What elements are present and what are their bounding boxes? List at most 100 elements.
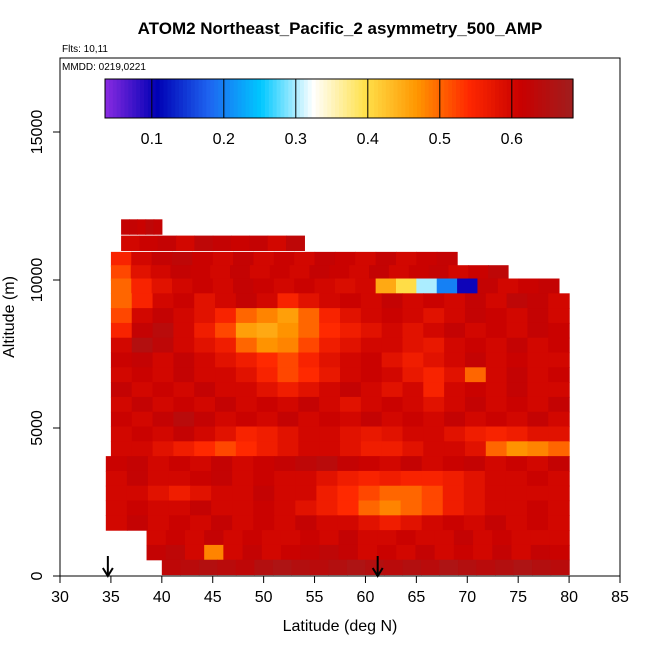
heatmap-cell	[369, 265, 390, 281]
heatmap-cell	[131, 426, 154, 442]
heatmap-cell	[527, 382, 549, 398]
heatmap-cell	[337, 515, 360, 531]
colorbar-tick-label: 0.5	[429, 131, 451, 148]
y-tick-label: 0	[29, 571, 46, 580]
colorbar-segment	[155, 79, 161, 118]
heatmap-cell	[434, 530, 455, 546]
heatmap-cell	[319, 411, 341, 428]
heatmap-cell	[505, 456, 528, 472]
colorbar-segment	[319, 79, 324, 118]
heatmap-cell	[506, 352, 529, 368]
heatmap-cell	[464, 352, 487, 368]
colorbar-segment	[413, 79, 418, 118]
heatmap-cell	[492, 544, 513, 561]
heatmap-cell	[319, 352, 341, 368]
heatmap-cell	[505, 470, 528, 487]
heatmap-cell	[484, 456, 507, 472]
heatmap-cell	[211, 485, 233, 502]
heatmap-cell	[298, 367, 320, 383]
heatmap-cell	[334, 278, 356, 294]
heatmap-cell	[130, 265, 152, 281]
heatmap-cell	[184, 530, 205, 546]
colorbar-segment	[362, 79, 367, 118]
heatmap-cell	[274, 456, 296, 472]
heatmap-cell	[402, 367, 424, 383]
heatmap-cell	[423, 322, 445, 339]
heatmap-cell	[506, 308, 529, 324]
heatmap-cell	[131, 308, 154, 324]
heatmap-cell	[194, 396, 216, 413]
colorbar-segment	[268, 79, 274, 118]
flight-arrow-head	[371, 567, 384, 578]
heatmap-cell	[110, 308, 133, 324]
colorbar-segment	[502, 79, 508, 118]
heatmap-cell	[277, 382, 299, 398]
heatmap-cell	[253, 470, 275, 487]
heatmap-cell	[355, 251, 377, 268]
heatmap-cell	[468, 265, 489, 281]
heatmap-cell	[423, 396, 445, 413]
heatmap-cell	[211, 470, 233, 487]
heatmap-cell	[444, 322, 466, 339]
heatmap-cell	[548, 441, 570, 457]
heatmap-cell	[152, 352, 174, 368]
heatmap-cell	[400, 485, 423, 502]
colorbar-segment	[545, 79, 551, 118]
heatmap-cell	[126, 456, 149, 472]
heatmap-cell	[309, 265, 330, 281]
heatmap-cell	[439, 559, 459, 576]
heatmap-cell	[316, 515, 339, 531]
heatmap-cell	[277, 337, 299, 354]
heatmap-cell	[444, 411, 466, 428]
heatmap-cell	[110, 293, 133, 309]
heatmap-cell	[192, 251, 214, 268]
heatmap-cell	[463, 485, 486, 502]
heatmap-cell	[396, 530, 417, 546]
colorbar-segment	[417, 79, 422, 118]
heatmap-cell	[527, 367, 549, 383]
colorbar-segment	[124, 79, 129, 118]
heatmap-cell	[408, 265, 430, 281]
colorbar-segment	[467, 79, 473, 118]
heatmap-cell	[423, 411, 445, 428]
heatmap-cell	[215, 352, 237, 368]
colorbar-segment	[175, 79, 180, 118]
heatmap-cell	[444, 352, 466, 368]
y-axis-label: Altitude (m)	[1, 276, 18, 358]
heatmap-cell	[192, 278, 214, 294]
heatmap-cell	[231, 235, 250, 251]
heatmap-cell	[346, 559, 367, 576]
heatmap-cell	[298, 322, 320, 339]
heatmap-cell	[146, 544, 167, 561]
heatmap-cell	[152, 441, 174, 457]
heatmap-cell	[360, 322, 383, 339]
x-axis: 30 35 40 45 50 55 60 65 70 75 80 85	[51, 575, 629, 606]
heatmap-cell	[110, 396, 133, 413]
heatmap-cell	[402, 396, 424, 413]
colorbar-segment	[436, 79, 441, 118]
heatmap-cell	[121, 219, 130, 235]
heatmap-cell	[358, 456, 381, 472]
heatmap-cell	[548, 515, 570, 531]
heatmap-cell	[235, 322, 258, 339]
colorbar-segment	[179, 79, 184, 118]
heatmap-cell	[298, 396, 320, 413]
heatmap-cell	[298, 308, 320, 324]
heatmap-cell	[147, 485, 170, 502]
heatmap-cell	[110, 352, 133, 368]
heatmap-cell	[485, 337, 508, 354]
heatmap-cell	[314, 251, 336, 268]
heatmap-cell	[256, 308, 279, 324]
colorbar-segment	[514, 79, 519, 118]
heatmap-cell	[215, 396, 237, 413]
colorbar-segment	[378, 79, 383, 118]
colorbar-segment	[140, 79, 145, 118]
heatmap-cell	[131, 441, 154, 457]
heatmap-cell	[548, 411, 570, 428]
heatmap-cell	[215, 322, 237, 339]
colorbar-segment	[409, 79, 414, 118]
heatmap-cell	[235, 293, 258, 309]
heatmap-cell	[291, 559, 311, 576]
heatmap-cell	[388, 265, 410, 281]
heatmap-cell	[215, 337, 237, 354]
